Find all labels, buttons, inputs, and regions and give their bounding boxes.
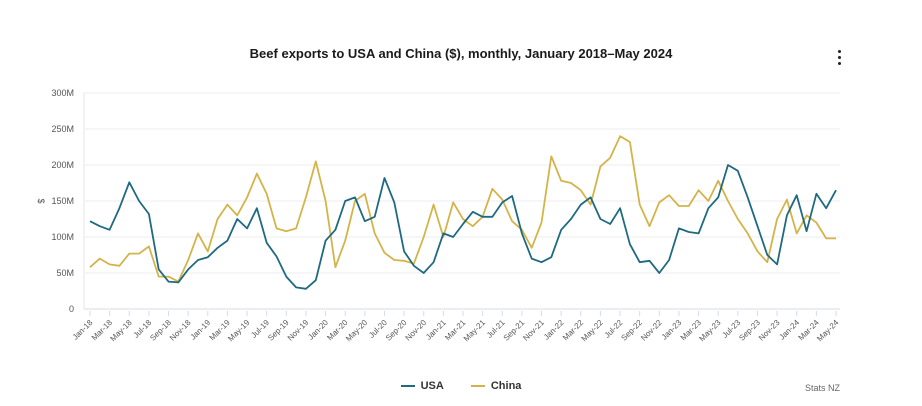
chart-title: Beef exports to USA and China ($), month… — [249, 46, 673, 61]
x-tick-label: May-19 — [226, 318, 252, 344]
x-tick-label: Nov-22 — [639, 318, 664, 343]
y-tick-label: 0 — [69, 304, 74, 314]
menu-dot — [837, 62, 841, 65]
x-axis-ticks: Jan-18Mar-18May-18Jul-18Sep-18Nov-18Jan-… — [71, 311, 841, 343]
menu-dot — [837, 50, 841, 53]
x-tick-label: May-24 — [815, 318, 841, 344]
x-tick-label: May-20 — [344, 318, 370, 344]
x-tick-label: Nov-18 — [168, 318, 193, 343]
series-lines — [89, 135, 837, 290]
y-tick-label: 100M — [51, 232, 74, 242]
chart-legend: USA China — [0, 380, 922, 392]
legend-swatch-usa — [400, 385, 415, 388]
x-tick-label: May-21 — [462, 318, 488, 344]
y-tick-label: 250M — [51, 124, 74, 134]
x-tick-label: Nov-23 — [757, 318, 782, 343]
x-tick-label: May-22 — [580, 318, 606, 344]
more-vertical-icon[interactable] — [834, 50, 844, 68]
x-tick-label: Nov-19 — [286, 318, 311, 343]
x-tick-label: May-18 — [108, 318, 134, 344]
legend-item-china[interactable]: China — [470, 380, 522, 392]
y-axis-ticks: 0 50M 100M 150M 200M 250M 300M — [51, 88, 74, 314]
y-axis-label: $ — [36, 198, 46, 203]
source-credit: Stats NZ — [805, 383, 841, 393]
legend-label-china: China — [490, 380, 522, 392]
series-line-china — [89, 135, 836, 283]
y-tick-label: 200M — [51, 160, 74, 170]
y-tick-label: 300M — [51, 88, 74, 98]
y-tick-label: 50M — [56, 268, 74, 278]
y-tick-label: 150M — [51, 196, 74, 206]
legend-swatch-china — [470, 385, 485, 388]
legend-item-usa[interactable]: USA — [400, 380, 444, 392]
legend-label-usa: USA — [420, 380, 444, 392]
x-tick-label: Nov-21 — [521, 318, 546, 343]
series-line-usa — [89, 164, 837, 290]
menu-dot — [837, 56, 841, 59]
x-tick-label: May-23 — [697, 318, 723, 344]
x-tick-label: Nov-20 — [404, 318, 429, 343]
gridlines — [83, 92, 840, 310]
